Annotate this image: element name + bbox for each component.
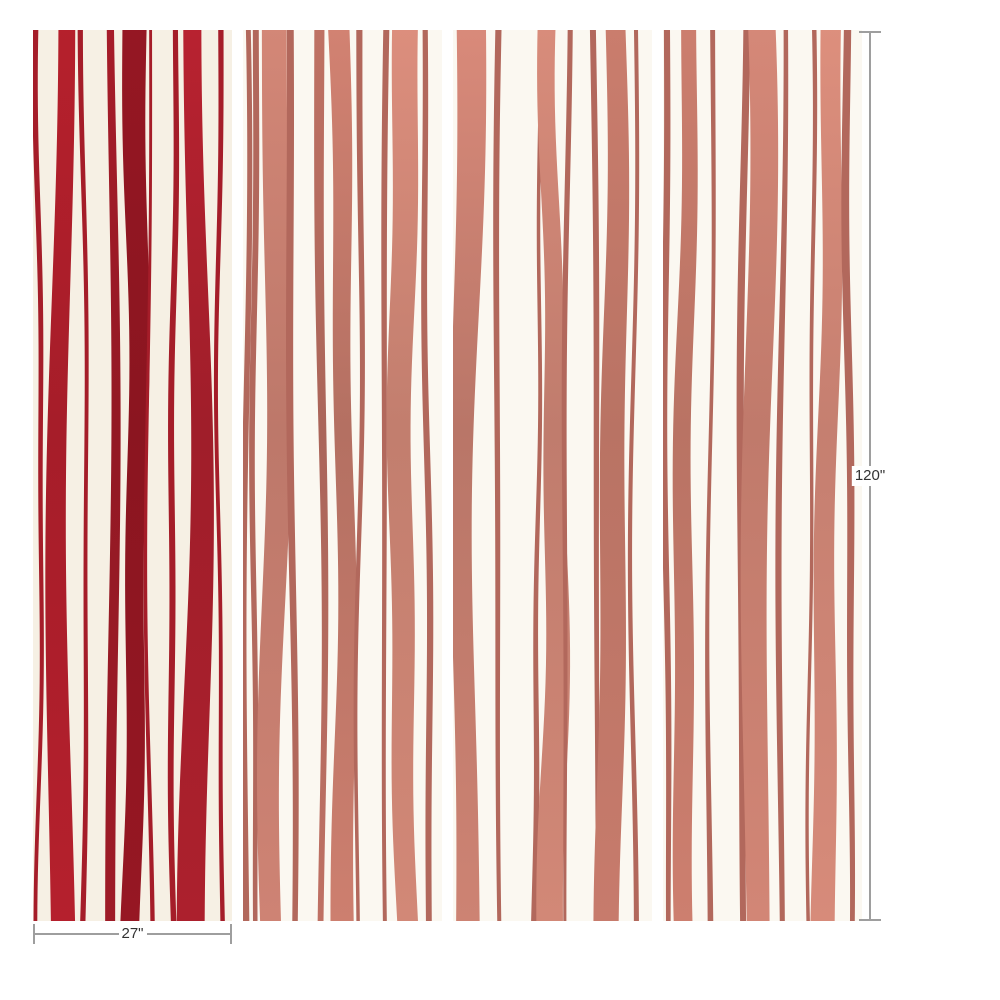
thin-paint-stripe [663, 30, 672, 921]
wallpaper-panel-2-rose [243, 30, 442, 921]
thin-paint-stripe [841, 30, 856, 921]
width-dimension-right-tick [230, 924, 232, 944]
thin-paint-stripe [381, 30, 390, 921]
wide-paint-stripe [672, 30, 698, 921]
wide-paint-stripe [328, 30, 357, 921]
wide-paint-stripe [176, 30, 214, 921]
wide-paint-stripe [740, 30, 779, 921]
width-dimension: 27" [33, 924, 232, 944]
medium-paint-stripe [105, 30, 121, 921]
wide-paint-stripe [810, 30, 843, 921]
thin-paint-stripe [213, 30, 225, 921]
thin-paint-stripe [33, 30, 44, 921]
thin-paint-stripe [143, 30, 155, 921]
wallpaper-panel-4-rose [663, 30, 862, 921]
wide-paint-stripe [120, 30, 150, 921]
wide-paint-stripe [257, 30, 292, 921]
thin-paint-stripe [353, 30, 365, 921]
thin-paint-stripe [775, 30, 789, 921]
thin-paint-stripe [286, 30, 299, 921]
height-dimension-label: 120" [851, 466, 889, 486]
wide-paint-stripe [386, 30, 419, 921]
medium-paint-stripe [314, 30, 329, 921]
width-dimension-label: 27" [118, 924, 147, 944]
thin-paint-stripe [589, 30, 600, 921]
wallpaper-panel-3-rose [453, 30, 652, 921]
thin-paint-stripe [167, 30, 180, 921]
thin-paint-stripe [805, 30, 818, 921]
thin-paint-stripe [627, 30, 640, 921]
height-dimension: 120" [851, 31, 889, 921]
wide-paint-stripe [536, 30, 571, 921]
thin-paint-stripe [243, 30, 253, 921]
wide-paint-stripe [453, 30, 487, 921]
thin-paint-stripe [561, 30, 573, 921]
wallpaper-panel-1-red [33, 30, 232, 921]
wide-paint-stripe [45, 30, 76, 921]
thin-paint-stripe [493, 30, 502, 921]
thin-paint-stripe [421, 30, 434, 921]
thin-paint-stripe [77, 30, 89, 921]
height-dimension-bottom-tick [859, 919, 881, 921]
thin-paint-stripe [531, 30, 543, 921]
thin-paint-stripe [705, 30, 716, 921]
thin-paint-stripe [249, 30, 260, 921]
wide-paint-stripe [593, 30, 630, 921]
